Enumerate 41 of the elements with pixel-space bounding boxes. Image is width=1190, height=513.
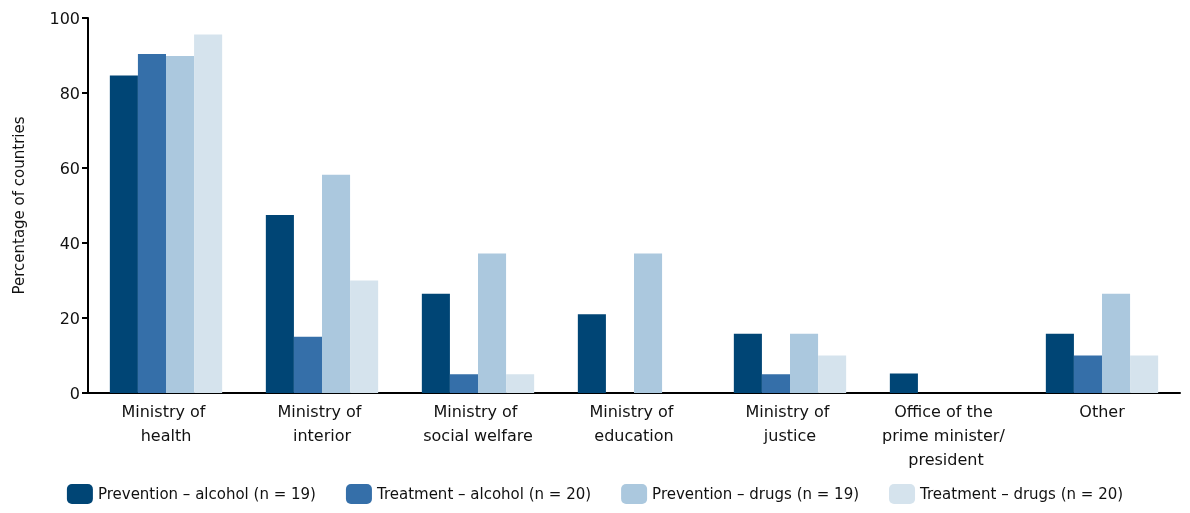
bar xyxy=(449,374,478,393)
bar xyxy=(889,373,918,393)
x-tick-label: Office of the prime minister/ president xyxy=(882,401,1010,469)
x-tick-label: Other xyxy=(1079,401,1126,421)
bar xyxy=(577,314,606,393)
bar xyxy=(137,54,166,393)
y-tick-label: 100 xyxy=(49,8,80,28)
bar xyxy=(166,55,195,393)
legend-label: Prevention – drugs (n = 19) xyxy=(652,485,860,503)
bar xyxy=(733,333,762,393)
y-tick-label: 20 xyxy=(59,308,80,328)
y-tick-label: 0 xyxy=(69,383,80,403)
x-tick-label: Ministry of social welfare xyxy=(423,401,533,445)
legend-label: Prevention – alcohol (n = 19) xyxy=(97,485,316,503)
bar xyxy=(761,374,790,393)
bar xyxy=(1045,333,1074,393)
bar xyxy=(1130,355,1159,393)
bar xyxy=(478,253,507,393)
y-tick-label: 80 xyxy=(59,83,80,103)
bar xyxy=(818,355,847,393)
bar xyxy=(790,333,819,393)
y-tick-label: 40 xyxy=(59,233,80,253)
bar xyxy=(265,214,294,393)
bar xyxy=(506,374,535,393)
legend-label: Treatment – alcohol (n = 20) xyxy=(375,485,592,503)
x-tick-label: Ministry of interior xyxy=(277,401,367,445)
x-tick-label: Ministry of health xyxy=(121,401,211,445)
bar xyxy=(421,293,450,393)
bar xyxy=(322,174,351,393)
x-tick-label: Ministry of education xyxy=(589,401,679,445)
bar xyxy=(634,253,663,393)
bar xyxy=(109,75,138,393)
legend-label: Treatment – drugs (n = 20) xyxy=(919,485,1124,503)
bar xyxy=(1073,355,1102,393)
bar xyxy=(194,34,223,393)
y-tick-label: 60 xyxy=(59,158,80,178)
y-axis-title: Percentage of countries xyxy=(9,116,28,295)
bar xyxy=(350,280,379,393)
bar xyxy=(293,336,322,393)
bar xyxy=(1102,293,1131,393)
x-tick-label: Ministry of justice xyxy=(745,401,835,445)
